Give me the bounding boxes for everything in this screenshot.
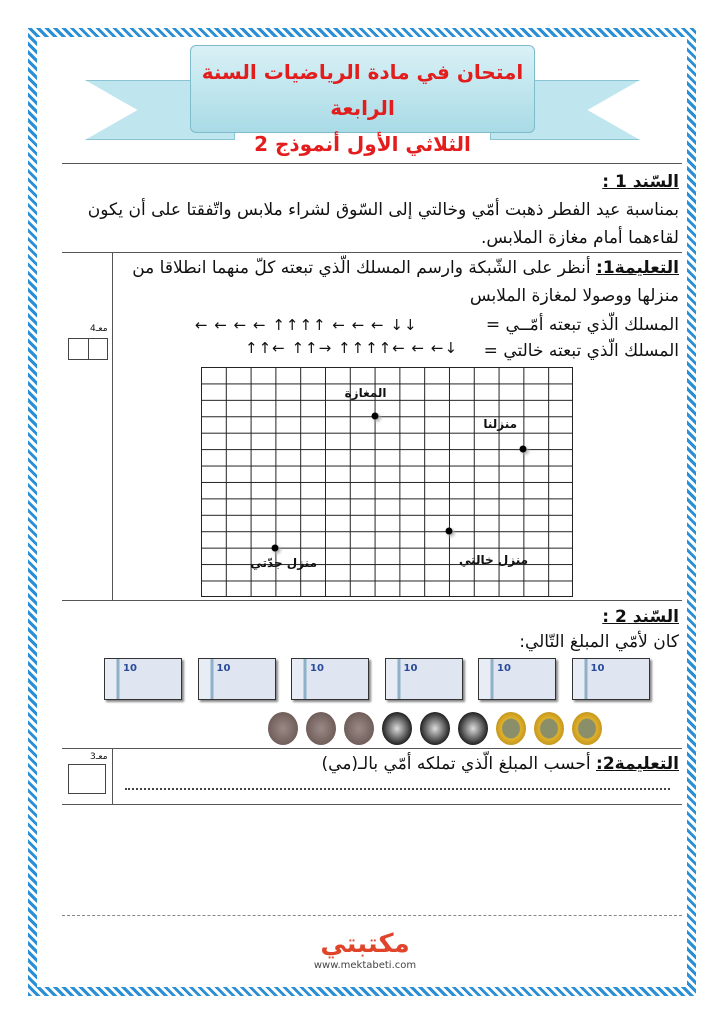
title-banner: امتحان في مادة الرياضيات السنة الرابعة ا… [190,45,535,156]
score-box[interactable] [68,338,108,360]
banknote-10: 10 [291,658,369,700]
divider [62,600,682,601]
margin-line [112,748,113,804]
grid-point-label: منزل جدّتي [250,555,317,570]
mom-path-arrows: ← ← ← ← ↑↑↑↑ ← ← ← ↓↓ [195,316,418,334]
square-grid[interactable]: المغازة منزلنا منزل خالتي منزل جدّتي [201,367,573,597]
grid-point [445,527,453,535]
silver-coin [382,712,412,745]
divider [62,915,682,916]
banknote-10: 10 [384,658,463,700]
banknote-10: 10 [478,658,556,700]
silver-coin [420,712,450,745]
divider [62,163,682,164]
divider [62,252,682,253]
aunt-path-label: المسلك الّذي تبعته خالتي = [483,341,679,361]
score-label-4: معـ4 [90,324,108,334]
task1: التعليمة1: أنظر على الشّبكة وارسم المسلك… [120,254,679,310]
task2-label: التعليمة2: [596,754,679,774]
sanad2-label: السّند 2 : [602,607,679,627]
bronze-coin [344,712,374,745]
task2: التعليمة2: أحسب المبلغ الّذي تملكه أمّي … [322,750,679,778]
gold-coin [534,712,564,745]
bronze-coin [268,712,298,745]
aunt-path-arrows: ↑↑← ↑↑→ ↑↑↑↑← ← ←↓ [245,339,459,357]
score-box[interactable] [68,764,106,794]
task1-label: التعليمة1: [596,258,679,278]
logo-text: مكتبتي [320,929,410,959]
grid-point-label: المغازة [344,386,387,401]
grid-point-label: منزلنا [483,417,518,432]
divider [62,748,682,749]
gold-coin [572,712,602,745]
banknote-10: 10 [571,658,650,700]
task2-text: أحسب المبلغ الّذي تملكه أمّي بالـ(مي) [321,754,591,774]
mom-path-label: المسلك الّذي تبعته أمّــي = [485,315,679,335]
gold-coin [496,712,526,745]
answer-line[interactable] [125,788,670,790]
silver-coin [458,712,488,745]
footer-logo: مكتبتي www.mektabeti.com [290,928,440,971]
sanad1-text: بمناسبة عيد الفطر ذهبت أمّي وخالتي إلى ا… [87,200,679,248]
bronze-coin [306,712,336,745]
margin-line [112,252,113,600]
grid-point [371,412,379,420]
sanad1-label: السّند 1 : [602,172,679,192]
banknote-10: 10 [197,658,276,700]
title-line-2: الثلاثي الأول أنموذج 2 [254,132,471,156]
sanad2-text: كان لأمّي المبلغ التّالي: [519,632,679,652]
grid-point [519,445,527,453]
logo-url: www.mektabeti.com [313,960,417,971]
divider [62,804,682,805]
task1-text: أنظر على الشّبكة وارسم المسلك الّذي تبعت… [132,258,679,306]
grid-point-label: منزل خالتي [459,553,529,568]
title-line-1: امتحان في مادة الرياضيات السنة الرابعة [201,60,524,120]
score-label-3: معـ3 [90,752,108,762]
banknote-10: 10 [104,658,182,700]
grid-point [271,544,279,552]
